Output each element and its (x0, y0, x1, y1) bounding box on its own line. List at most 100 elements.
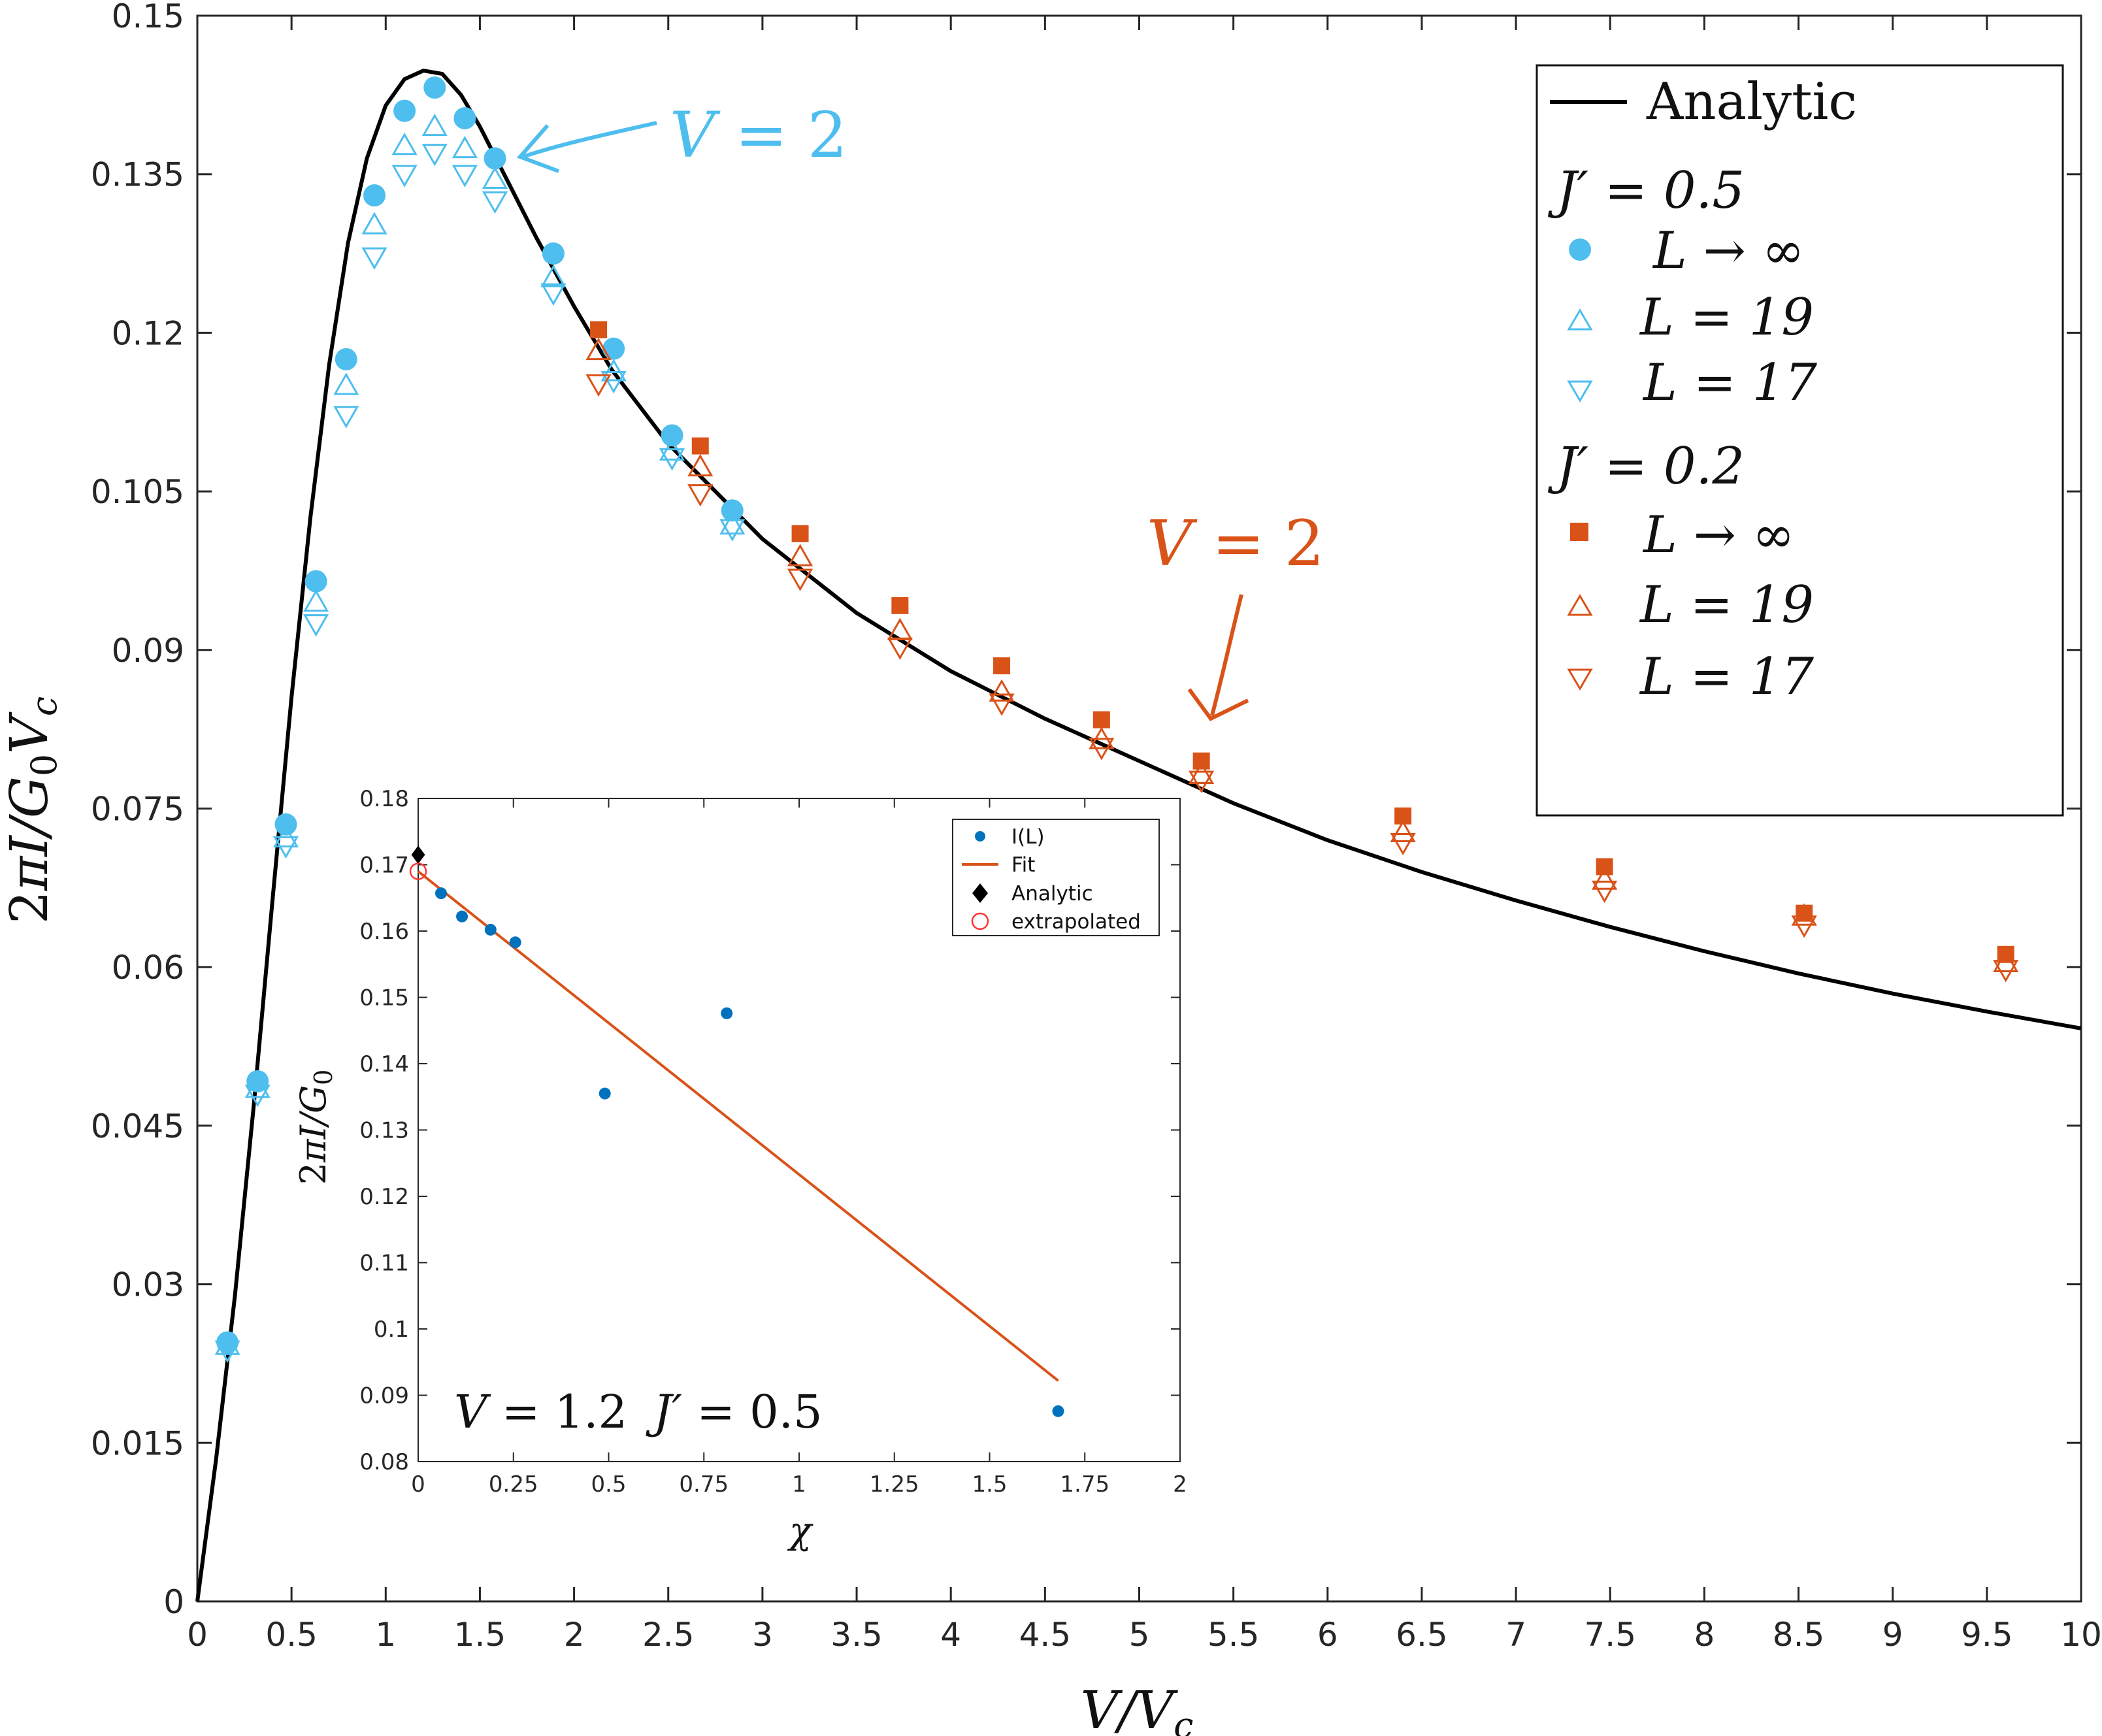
analytic-curve (195, 68, 2082, 1602)
main-legend: Analytic J′ = 0.5 L → ∞ L = 19 L = 17 J′… (1535, 64, 2064, 817)
main-data-point (719, 512, 746, 535)
main-data-point (1791, 903, 1817, 926)
main-y-tick-labels: 0 0.015 0.03 0.045 0.06 0.075 0.09 0.105 0.12 0.1… (91, 0, 184, 1621)
legend-marker-j05-inf (1569, 238, 1591, 261)
main-data-point (1993, 960, 2019, 983)
inset-legend-extrap-marker (971, 912, 989, 930)
legend-marker-j05-17 (1567, 380, 1593, 402)
main-data-point (659, 448, 685, 471)
inset-data-point (721, 1007, 733, 1019)
main-x-tick-label: 4.5 (1019, 1616, 1072, 1654)
main-data-point (393, 99, 416, 122)
inset-ticks (418, 798, 1181, 1462)
inset-y-tick-label: 0.12 (359, 1184, 409, 1210)
inset-legend: I(L) Fit Analytic extrapolated (952, 819, 1160, 936)
inset-y-tick-label: 0.15 (359, 985, 409, 1011)
inset-y-tick-label: 0.18 (359, 786, 409, 812)
inset-legend-fit-label: Fit (1011, 853, 1035, 877)
inset-y-tick-label: 0.1 (374, 1317, 409, 1343)
inset-data-point (1052, 1405, 1064, 1417)
main-data-point (335, 348, 357, 370)
legend-group1-header: J′ = 0.5 (1547, 161, 1745, 220)
main-data-point (540, 265, 567, 287)
main-data-point (452, 165, 478, 188)
main-y-tick-label: 0.015 (91, 1424, 184, 1462)
main-x-tick-label: 6.5 (1396, 1616, 1448, 1654)
main-legend-box (1535, 64, 2064, 817)
main-x-tick-label: 9 (1882, 1616, 1903, 1654)
main-x-tick-label: 6 (1317, 1616, 1338, 1654)
legend-analytic-label: Analytic (1646, 73, 1857, 131)
inset-y-tick-label: 0.17 (359, 853, 409, 879)
inset-data-point (409, 862, 427, 880)
main-y-tick-label: 0.045 (91, 1107, 184, 1145)
main-data-point (363, 184, 386, 207)
inset-markers (409, 845, 1064, 1417)
main-data-point (423, 76, 446, 99)
inset-data-point (509, 936, 521, 949)
inset-y-tick-label: 0.13 (359, 1118, 409, 1144)
main-y-tick-label: 0.075 (91, 791, 184, 828)
main-data-point (661, 424, 683, 447)
inset-y-tick-label: 0.16 (359, 919, 409, 945)
inset-x-tick-label: 1.5 (972, 1471, 1007, 1498)
main-data-point (482, 191, 508, 214)
main-x-tick-label: 1.5 (454, 1616, 506, 1654)
main-data-point (590, 321, 608, 338)
main-data-point (1390, 833, 1416, 856)
main-data-point (1089, 738, 1115, 761)
legend-group2-header: J′ = 0.2 (1547, 437, 1745, 496)
annotation-v2-blue: V = 2 (516, 99, 847, 173)
inset-y-tick-label: 0.14 (359, 1051, 409, 1077)
main-x-tick-label: 3.5 (830, 1616, 883, 1654)
inset-data-point (456, 910, 468, 923)
main-y-tick-label: 0.03 (112, 1266, 184, 1304)
main-x-tick-label: 0.5 (265, 1616, 318, 1654)
inset-fit-line (417, 870, 1059, 1382)
main-data-point (719, 519, 746, 542)
main-x-tick-label: 0 (187, 1616, 208, 1654)
main-data-point (274, 813, 297, 836)
main-x-tick-label: 9.5 (1961, 1616, 2013, 1654)
inset-y-tick-label: 0.08 (359, 1449, 409, 1475)
inset-y-tick-label: 0.09 (359, 1383, 409, 1409)
main-x-tick-label: 7.5 (1584, 1616, 1636, 1654)
main-data-point (214, 1340, 240, 1363)
main-data-point (272, 836, 299, 859)
legend-marker-j02-19 (1567, 594, 1593, 616)
main-data-point (691, 437, 709, 455)
main-y-tick-label: 0.135 (91, 156, 184, 194)
inset-y-axis-label: 2πI/G0 (293, 1070, 338, 1185)
main-y-axis-label: 2πI/G0Vc (0, 696, 65, 924)
main-y-tick-label: 0.06 (112, 949, 184, 987)
main-data-point (303, 614, 329, 637)
main-data-point (993, 657, 1011, 675)
main-data-point (989, 693, 1015, 716)
main-data-point (1390, 819, 1416, 842)
legend-marker-j02-inf (1570, 523, 1588, 541)
main-data-point (244, 1085, 271, 1107)
main-x-tick-labels: 0 0.5 1 1.5 2 2.5 3 3.5 4 4.5 5 5.5 6 6.5 7 7.5 8 8.5 9 9.5… (187, 1616, 2102, 1654)
main-data-point (1791, 915, 1817, 938)
main-x-axis-label: V/Vc (1081, 1680, 1194, 1736)
inset-x-tick-label: 0.75 (679, 1471, 729, 1498)
legend-label-j02-19: L = 19 (1639, 576, 1814, 634)
main-y-tick-label: 0 (163, 1583, 184, 1621)
main-data-point (246, 1070, 269, 1092)
main-x-tick-label: 2 (564, 1616, 585, 1654)
main-x-tick-label: 3 (752, 1616, 773, 1654)
inset-x-tick-label: 2 (1173, 1471, 1187, 1498)
main-data-point (484, 147, 506, 170)
main-data-point (361, 212, 387, 235)
main-data-point (1192, 752, 1210, 770)
main-data-point (721, 499, 744, 522)
main-x-tick-label: 10 (2060, 1616, 2102, 1654)
inset-legend-analytic-marker (972, 883, 988, 903)
inset-y-tick-labels: 0.08 0.09 0.1 0.11 0.12 0.13 0.14 0.15 0.16 0.17 0… (359, 786, 409, 1475)
legend-label-j05-19: L = 19 (1639, 288, 1814, 347)
main-data-point (452, 135, 478, 159)
main-x-tick-label: 2.5 (642, 1616, 695, 1654)
inset-legend-extrap-label: extrapolated (1011, 910, 1141, 934)
legend-label-j02-17: L = 17 (1639, 647, 1814, 706)
